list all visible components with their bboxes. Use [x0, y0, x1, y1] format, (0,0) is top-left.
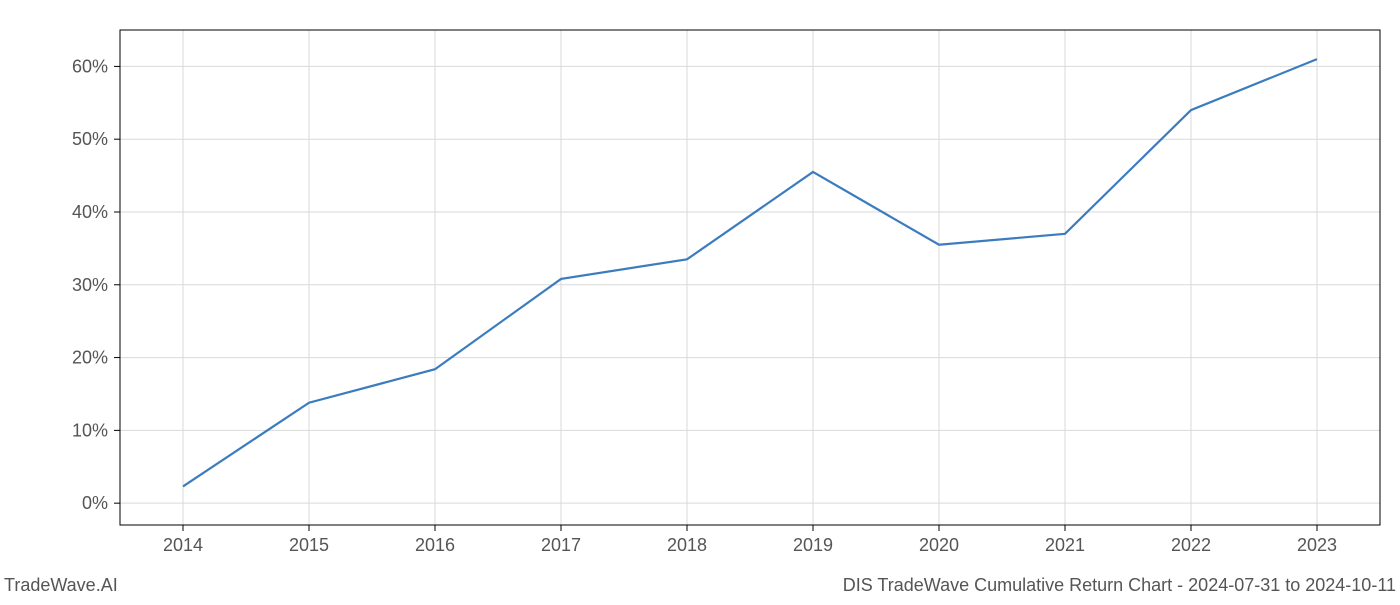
y-tick-label: 20%	[72, 348, 108, 368]
x-tick-label: 2015	[289, 535, 329, 555]
chart-container: 2014 2015 2016 2017 2018 2019 2020 2021 2022 2023…	[0, 0, 1400, 600]
series-line-cumulative-return	[183, 59, 1317, 486]
y-tick-label: 60%	[72, 56, 108, 76]
x-tick-label: 2014	[163, 535, 203, 555]
x-tick-label: 2020	[919, 535, 959, 555]
y-tick-label: 40%	[72, 202, 108, 222]
x-tick-label: 2023	[1297, 535, 1337, 555]
footer-chart-caption: DIS TradeWave Cumulative Return Chart - …	[843, 575, 1396, 596]
y-tick-label: 0%	[82, 493, 108, 513]
x-tick-label: 2018	[667, 535, 707, 555]
y-tick-label: 10%	[72, 420, 108, 440]
x-tick-label: 2017	[541, 535, 581, 555]
x-tick-label: 2016	[415, 535, 455, 555]
y-tick-label: 30%	[72, 275, 108, 295]
line-chart-svg: 2014 2015 2016 2017 2018 2019 2020 2021 2022 2023…	[0, 0, 1400, 600]
y-tick-label: 50%	[72, 129, 108, 149]
x-tick-label: 2022	[1171, 535, 1211, 555]
footer-brand-label: TradeWave.AI	[4, 575, 118, 596]
x-tick-label: 2019	[793, 535, 833, 555]
x-tick-label: 2021	[1045, 535, 1085, 555]
